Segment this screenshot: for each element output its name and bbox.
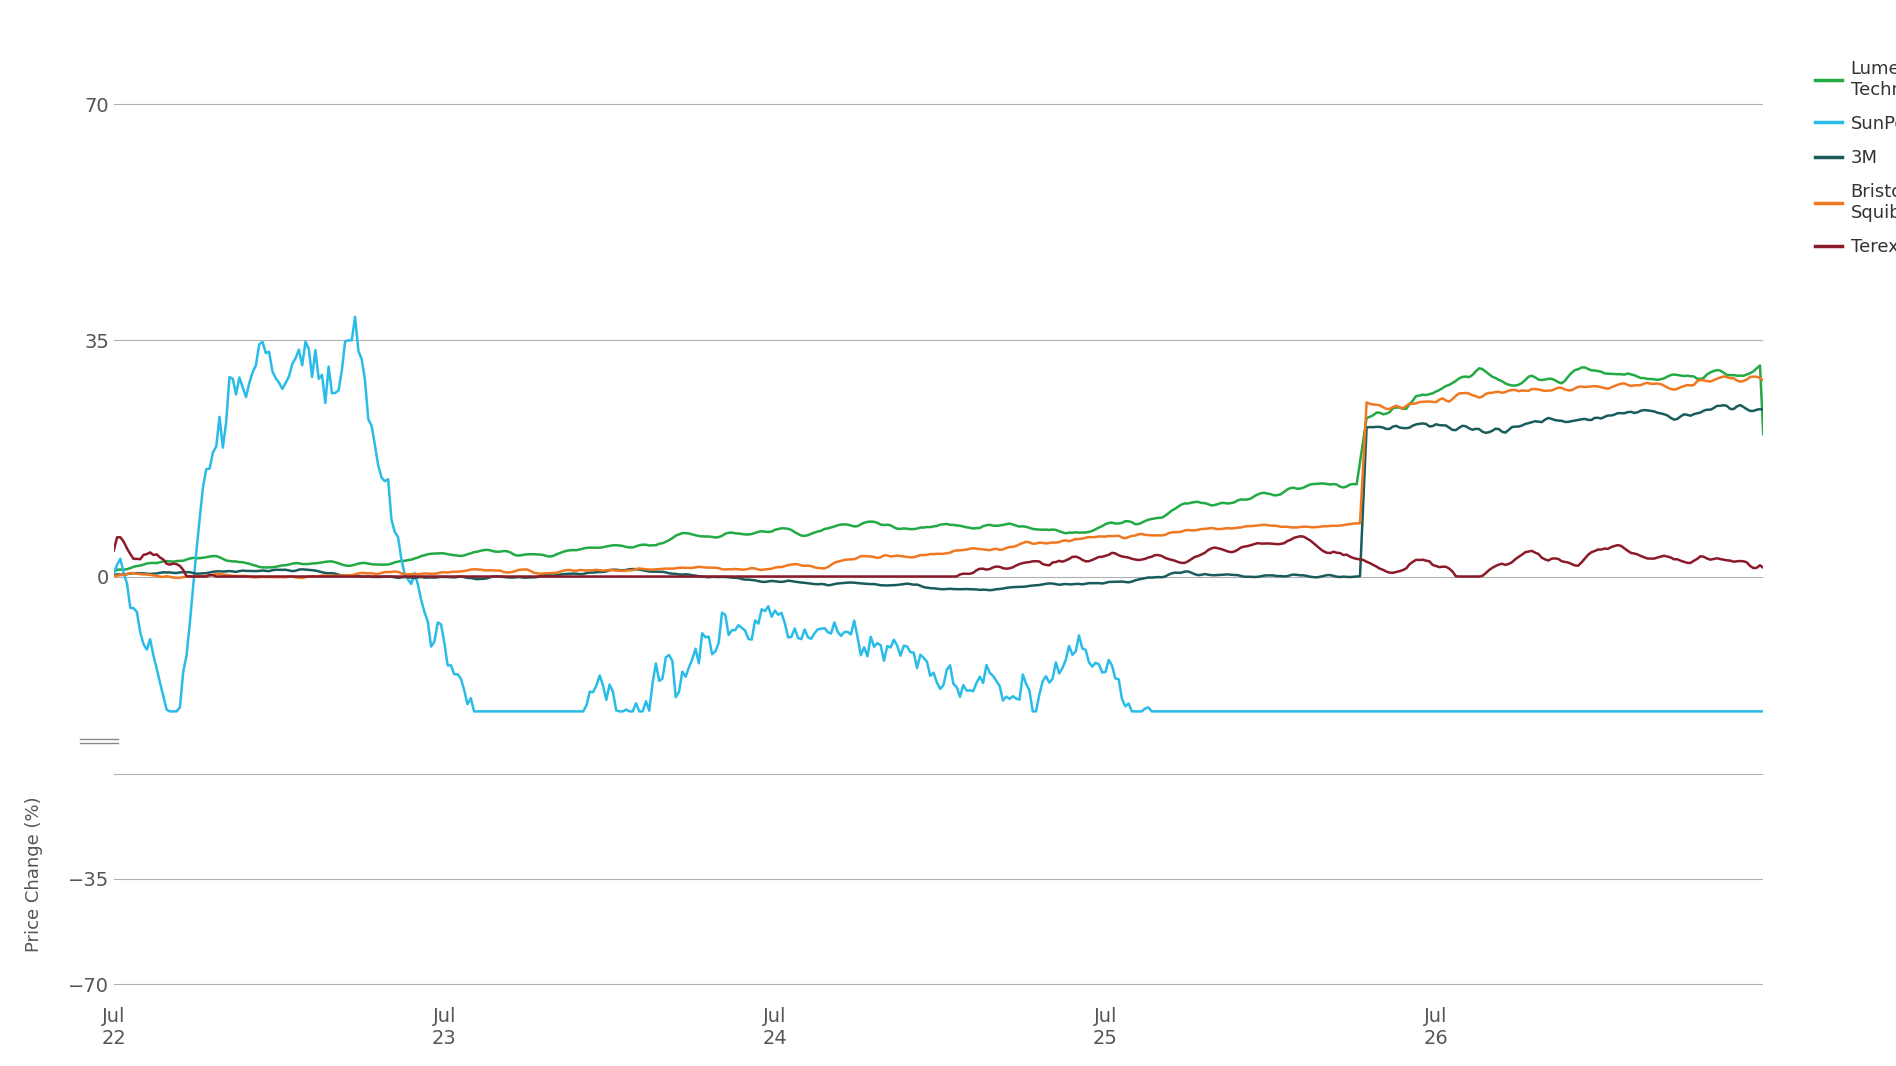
Legend: Lumen
Technologies, SunPower, 3M, Bristol-Myers
Squibb, Terex: Lumen Technologies, SunPower, 3M, Bristo… [1814, 60, 1896, 256]
Text: Price Change (%): Price Change (%) [25, 796, 44, 952]
